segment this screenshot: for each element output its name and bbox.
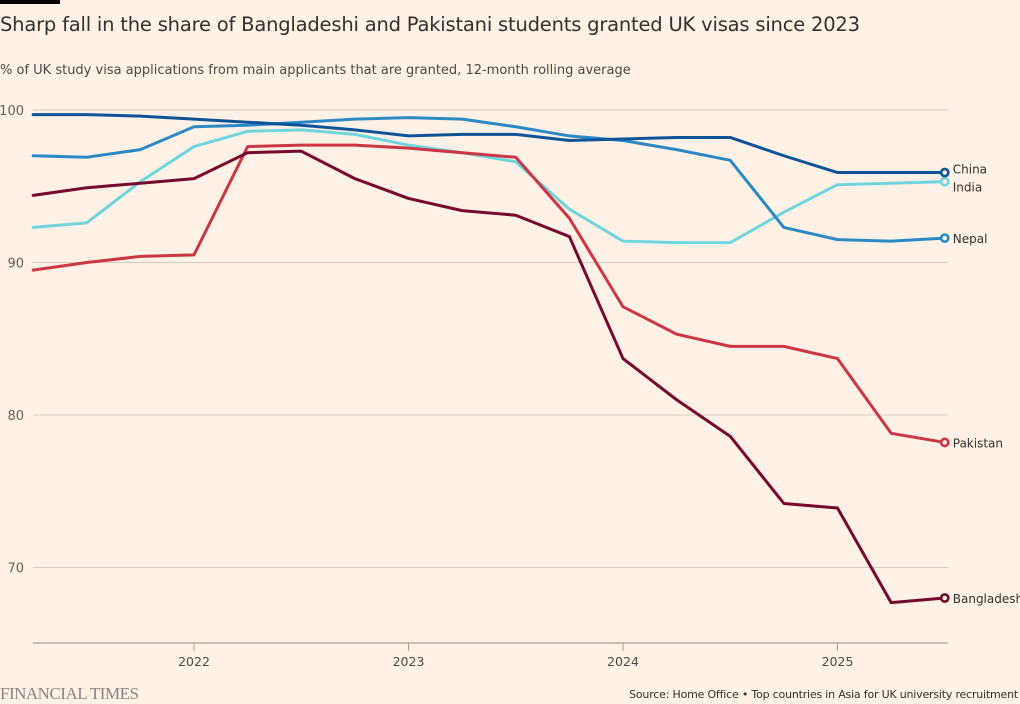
series-label-nepal: Nepal [953, 232, 988, 246]
x-axis: 2022 2023 2024 2025 [33, 642, 948, 669]
y-axis-ticks: 70 80 90 100 [0, 104, 24, 577]
end-marker-pakistan [939, 437, 950, 448]
ft-logo: FINANCIAL TIMES [0, 684, 139, 703]
source-note: Source: Home Office • Top countries in A… [629, 688, 1018, 701]
x-tick-label: 2023 [393, 654, 425, 669]
y-tick-label: 100 [0, 104, 24, 119]
series-line-nepal [31, 116, 947, 243]
end-marker-china [939, 167, 950, 178]
series-line-pakistan [31, 143, 947, 444]
series-lines [31, 113, 947, 605]
chart-subtitle: % of UK study visa applications from mai… [0, 63, 631, 78]
end-marker-nepal [939, 233, 950, 243]
gridlines [33, 109, 948, 568]
y-tick-label: 70 [7, 562, 24, 577]
series-line-china [31, 113, 947, 175]
series-labels: India Nepal China Pakistan Bangladesh [939, 163, 1020, 606]
series-line-bangladesh [31, 149, 947, 605]
end-marker-bangladesh [939, 593, 950, 603]
series-label-bangladesh: Bangladesh [953, 592, 1020, 606]
series-label-pakistan: Pakistan [953, 436, 1003, 450]
series-line-india [31, 128, 947, 245]
x-tick-label: 2022 [178, 654, 210, 669]
y-tick-label: 80 [7, 409, 24, 424]
series-label-india: India [953, 181, 982, 195]
x-tick-label: 2025 [822, 654, 854, 669]
end-marker-india [939, 176, 950, 187]
y-tick-label: 90 [7, 257, 24, 272]
ft-top-bar [0, 0, 60, 4]
x-tick-label: 2024 [607, 654, 639, 669]
chart-title: Sharp fall in the share of Bangladeshi a… [0, 13, 860, 36]
series-label-china: China [953, 163, 987, 177]
